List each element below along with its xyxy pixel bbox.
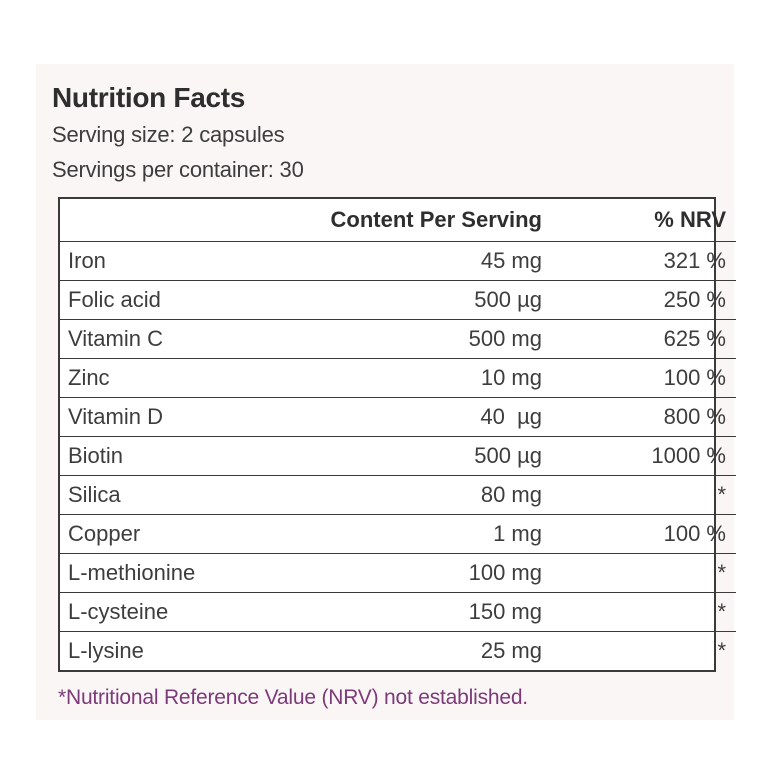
- nutrient-amount: 40 µg: [318, 397, 542, 437]
- nutrition-label: Nutrition Facts Serving size: 2 capsules…: [36, 64, 736, 720]
- table-row: L-cysteine 150 mg *: [60, 592, 736, 632]
- nutrient-nrv: 321 %: [542, 241, 736, 281]
- nutrition-table: Content Per Serving % NRV Iron 45 mg 321…: [58, 197, 736, 672]
- nutrient-amount: 10 mg: [318, 358, 542, 398]
- nutrient-nrv-not-established: *: [542, 592, 736, 632]
- nutrient-name: L-cysteine: [60, 592, 318, 632]
- nutrient-nrv: 100 %: [542, 358, 736, 398]
- header-nutrient: [60, 199, 318, 242]
- nutrient-nrv-not-established: *: [717, 638, 726, 663]
- header-nrv: % NRV: [542, 199, 736, 242]
- nutrient-name: Vitamin D: [60, 397, 318, 437]
- table-row: L-lysine 25 mg *: [60, 632, 736, 671]
- table-row: Vitamin D 40 µg 800 %: [60, 397, 736, 437]
- nutrient-name: Biotin: [60, 436, 318, 476]
- nutrient-name: Vitamin C: [60, 319, 318, 359]
- nrv-footnote: *Nutritional Reference Value (NRV) not e…: [58, 686, 528, 709]
- table-row: Biotin 500 µg 1000 %: [60, 436, 736, 476]
- nutrient-amount: 150 mg: [318, 592, 542, 632]
- nutrient-name: L-methionine: [60, 553, 318, 593]
- table-row: Silica 80 mg *: [60, 475, 736, 515]
- nutrient-amount: 80 mg: [318, 475, 542, 515]
- table-row: Folic acid 500 µg 250 %: [60, 280, 736, 320]
- label-title: Nutrition Facts: [52, 82, 246, 113]
- nutrient-name: L-lysine: [68, 638, 144, 663]
- nutrient-nrv: 1000 %: [542, 436, 736, 476]
- table-row: Zinc 10 mg 100 %: [60, 358, 736, 398]
- table-row: Copper 1 mg 100 %: [60, 514, 736, 554]
- table-row: Iron 45 mg 321 %: [60, 241, 736, 281]
- nutrient-amount: 500 µg: [318, 280, 542, 320]
- nutrient-nrv: 800 %: [542, 397, 736, 437]
- table-row: Vitamin C 500 mg 625 %: [60, 319, 736, 359]
- nutrient-name: Folic acid: [60, 280, 318, 320]
- nutrient-name: Zinc: [60, 358, 318, 398]
- nutrient-name: Iron: [60, 241, 318, 281]
- header-content-per-serving: Content Per Serving: [318, 199, 542, 242]
- nutrient-nrv: 250 %: [542, 280, 736, 320]
- nutrient-amount: 25 mg: [480, 638, 542, 663]
- nutrient-amount: 45 mg: [318, 241, 542, 281]
- nutrient-nrv-not-established: *: [542, 475, 736, 515]
- nutrient-nrv: 100 %: [542, 514, 736, 554]
- nutrient-amount: 1 mg: [318, 514, 542, 554]
- table-header-row: Content Per Serving % NRV: [60, 199, 736, 242]
- nutrient-amount: 500 µg: [318, 436, 542, 476]
- nutrient-amount: 500 mg: [318, 319, 542, 359]
- nutrient-name: Silica: [60, 475, 318, 515]
- nutrient-amount: 100 mg: [318, 553, 542, 593]
- table-row: L-methionine 100 mg *: [60, 553, 736, 593]
- nutrient-name: Copper: [60, 514, 318, 554]
- nutrient-nrv-not-established: *: [542, 553, 736, 593]
- servings-per-container: Servings per container: 30: [52, 157, 304, 182]
- serving-size: Serving size: 2 capsules: [52, 122, 285, 147]
- nutrient-nrv: 625 %: [542, 319, 736, 359]
